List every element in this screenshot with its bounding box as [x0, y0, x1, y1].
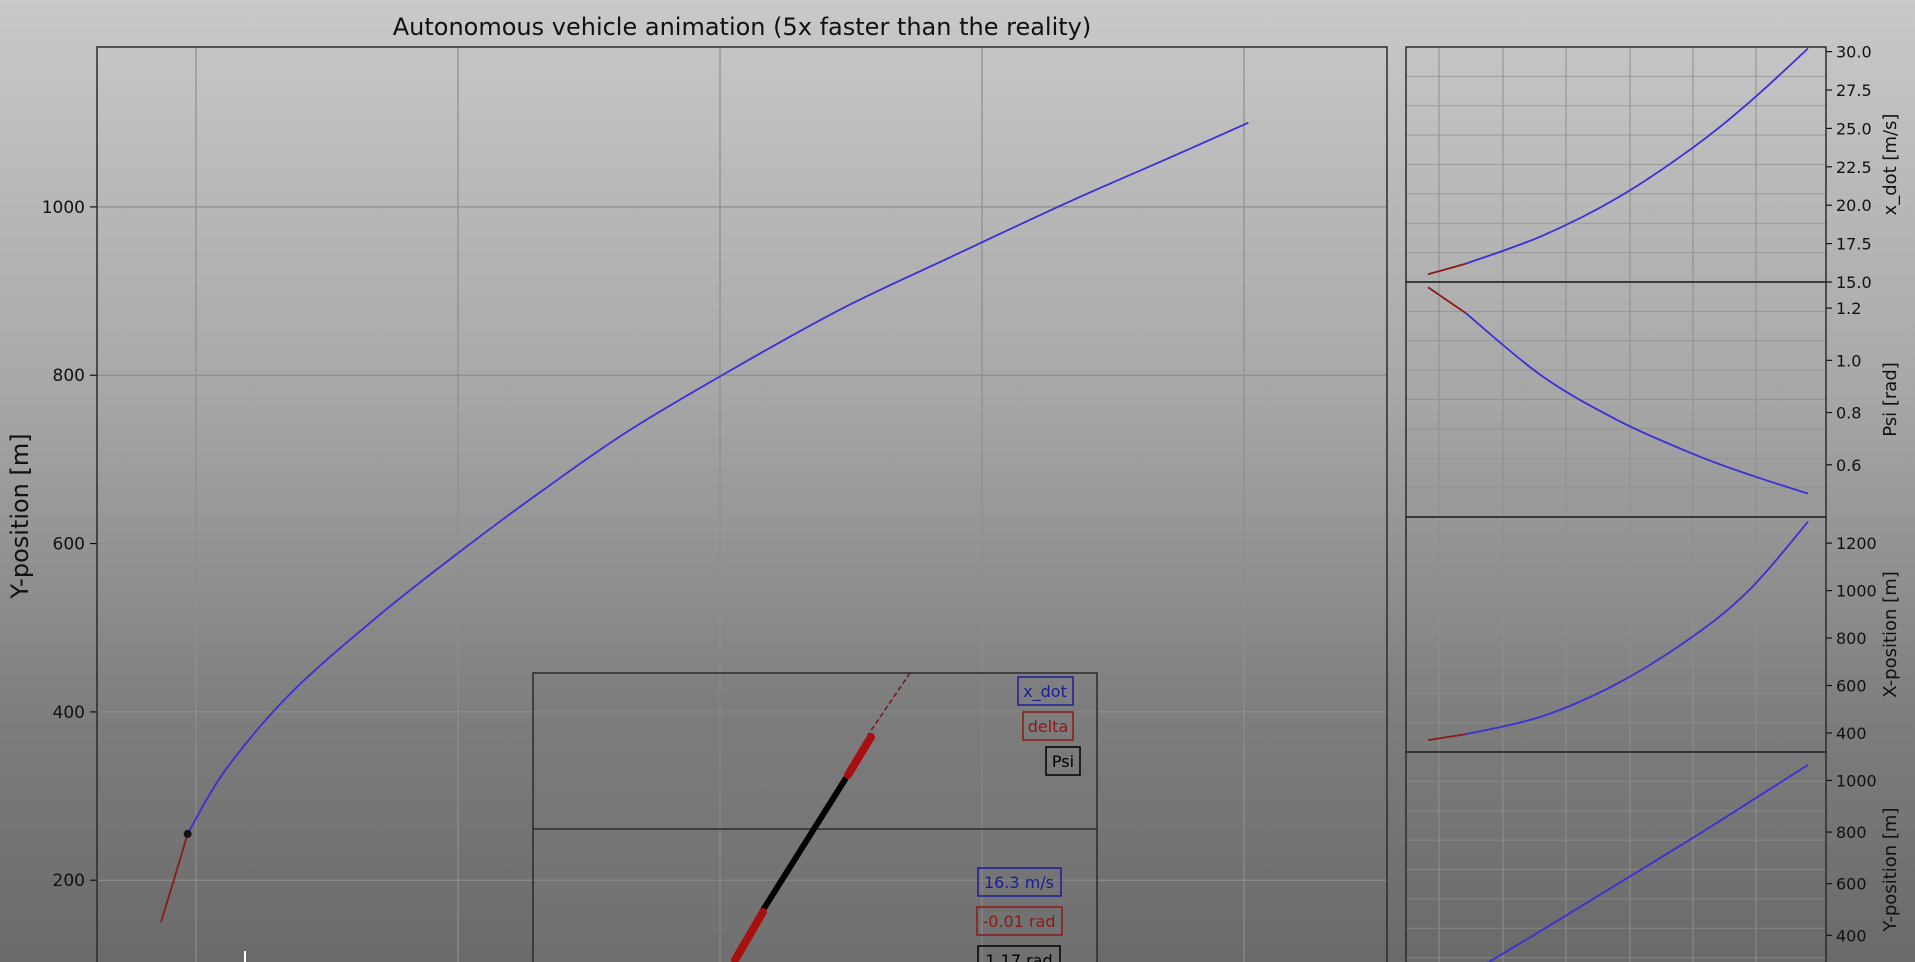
subplot-y-tick-label: 1000: [1836, 771, 1877, 790]
subplot-y-tick-label: 0.6: [1836, 456, 1861, 475]
side-subplots: 15.0 17.5 20.0 22.5 25.0 27.5 30.0 x_dot [m/s] 0…: [1405, 43, 1901, 962]
trajectory-line: [160, 833, 189, 923]
subplot-y-tick-label: 400: [1836, 926, 1867, 945]
front-wheel: [844, 733, 875, 779]
legend-x-dot: x_dot: [1017, 676, 1074, 706]
main-gridlines: [97, 47, 1387, 962]
subplot-y-tick-label: 25.0: [1836, 119, 1872, 138]
subplot-series-line: [1465, 47, 1809, 265]
subplot-series-line: [1487, 764, 1809, 962]
subplot-y-axis-label: Psi [rad]: [1880, 362, 1901, 437]
subplot-y-tick-label: 800: [1836, 629, 1867, 648]
subplot-series-line: [1465, 312, 1809, 495]
trajectory-line: [186, 121, 1249, 835]
legend-delta-label: delta: [1028, 717, 1069, 736]
subplot-frame: [1405, 751, 1827, 962]
legend-psi: Psi: [1045, 746, 1081, 776]
value-psi: 1.17 rad: [977, 945, 1061, 962]
subplot-series-line: [1427, 262, 1467, 276]
heading-trace: [867, 672, 911, 736]
y-axis-label: Y-position [m]: [6, 433, 34, 599]
inset-frame: [532, 672, 1098, 962]
main-y-tick-labels: 200 400 600 800 1000: [42, 198, 97, 891]
subplot-y-tick-label: 27.5: [1836, 81, 1872, 100]
subplot-y-tick-label: 1200: [1836, 534, 1877, 553]
subplot-y-tick-label: 20.0: [1836, 196, 1872, 215]
value-psi-label: 1.17 rad: [985, 951, 1052, 962]
subplot-y-tick-label: 600: [1836, 875, 1867, 894]
trajectory-series: [160, 121, 1249, 923]
vehicle-zoom-inset: x_dot delta Psi 16.3 m/s -0.01 rad 1.17 …: [532, 672, 1098, 962]
subplot-y-axis-label: x_dot [m/s]: [1880, 114, 1901, 216]
subplot-y-axis-label: Y-position [m]: [1880, 808, 1901, 933]
subplot-y-tick-label: 800: [1836, 823, 1867, 842]
rear-wheel: [731, 908, 767, 962]
subplot-y-axis-label: X-position [m]: [1880, 571, 1901, 698]
value-delta-label: -0.01 rad: [982, 912, 1055, 931]
value-x-dot-label: 16.3 m/s: [984, 873, 1054, 892]
main-y-tick-label: 600: [53, 535, 85, 555]
subplot-y-tick-label: 22.5: [1836, 158, 1872, 177]
subplot-y-tick-label: 15.0: [1836, 273, 1872, 292]
subplot-series-line: [1427, 286, 1467, 315]
subplot-y-tick-label: 1.0: [1836, 351, 1861, 370]
subplot-y-tick-label: 1.2: [1836, 299, 1861, 318]
vehicle-position-marker: [183, 829, 192, 838]
main-plot-frame: [96, 46, 1388, 962]
legend-psi-label: Psi: [1052, 752, 1074, 771]
value-delta: -0.01 rad: [976, 906, 1063, 936]
subplot-y-tick-label: 17.5: [1836, 235, 1872, 254]
value-x-dot: 16.3 m/s: [977, 867, 1062, 897]
main-y-tick-label: 400: [53, 703, 85, 723]
main-y-tick-label: 200: [53, 871, 85, 891]
subplot-1: 15.0 17.5 20.0 22.5 25.0 27.5 30.0 x_dot [m/s]: [1405, 43, 1901, 292]
legend-delta: delta: [1022, 711, 1074, 741]
subplot-y-tick-label: 0.8: [1836, 404, 1861, 423]
vehicle-body: [760, 776, 849, 912]
subplot-y-tick-label: 1000: [1836, 582, 1877, 601]
subplot-y-tick-label: 600: [1836, 677, 1867, 696]
subplot-series-line: [1427, 733, 1467, 741]
subplot-2: 0.6 0.8 1.0 1.2 Psi [rad]: [1405, 281, 1901, 518]
subplot-series-line: [1465, 521, 1809, 736]
subplot-y-tick-label: 400: [1836, 724, 1867, 743]
chart-title: Autonomous vehicle animation (5x faster …: [393, 13, 1092, 41]
main-y-tick-label: 1000: [42, 198, 85, 218]
legend-x-dot-label: x_dot: [1023, 682, 1067, 702]
subplot-y-tick-label: 30.0: [1836, 43, 1872, 62]
main-y-tick-label: 800: [53, 366, 85, 386]
